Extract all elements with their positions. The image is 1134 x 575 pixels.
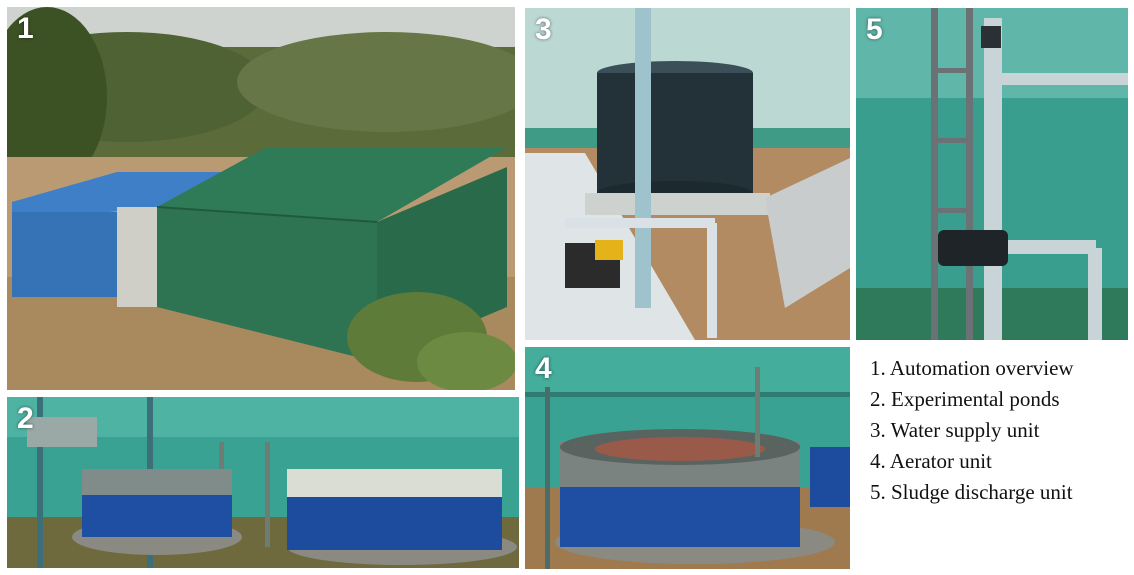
experimental-ponds-illustration bbox=[7, 397, 519, 568]
panel-number: 1 bbox=[17, 12, 34, 45]
photo-sludge-discharge-unit: 5 bbox=[856, 8, 1128, 340]
legend-item-automation-overview: 1. Automation overview bbox=[870, 356, 1074, 380]
water-supply-unit-illustration bbox=[525, 8, 850, 340]
photo-water-supply-unit: 3 bbox=[525, 8, 850, 340]
panel-number: 5 bbox=[866, 13, 883, 46]
automation-overview-illustration bbox=[7, 7, 515, 390]
legend-item-water-supply-unit: 3. Water supply unit bbox=[870, 418, 1040, 442]
panel-number: 3 bbox=[535, 13, 552, 46]
photo-aerator-unit: 4 bbox=[525, 347, 850, 569]
legend-item-aerator-unit: 4. Aerator unit bbox=[870, 449, 992, 473]
figure-legend: 1. Automation overview 2. Experimental p… bbox=[870, 353, 1074, 508]
panel-number: 2 bbox=[17, 402, 34, 435]
photo-experimental-ponds: 2 bbox=[7, 397, 519, 568]
sludge-discharge-unit-illustration bbox=[856, 8, 1128, 340]
legend-item-sludge-discharge-unit: 5. Sludge discharge unit bbox=[870, 480, 1073, 504]
panel-number: 4 bbox=[535, 352, 552, 385]
aerator-unit-illustration bbox=[525, 347, 850, 569]
photo-automation-overview: 1 bbox=[7, 7, 515, 390]
legend-item-experimental-ponds: 2. Experimental ponds bbox=[870, 387, 1060, 411]
